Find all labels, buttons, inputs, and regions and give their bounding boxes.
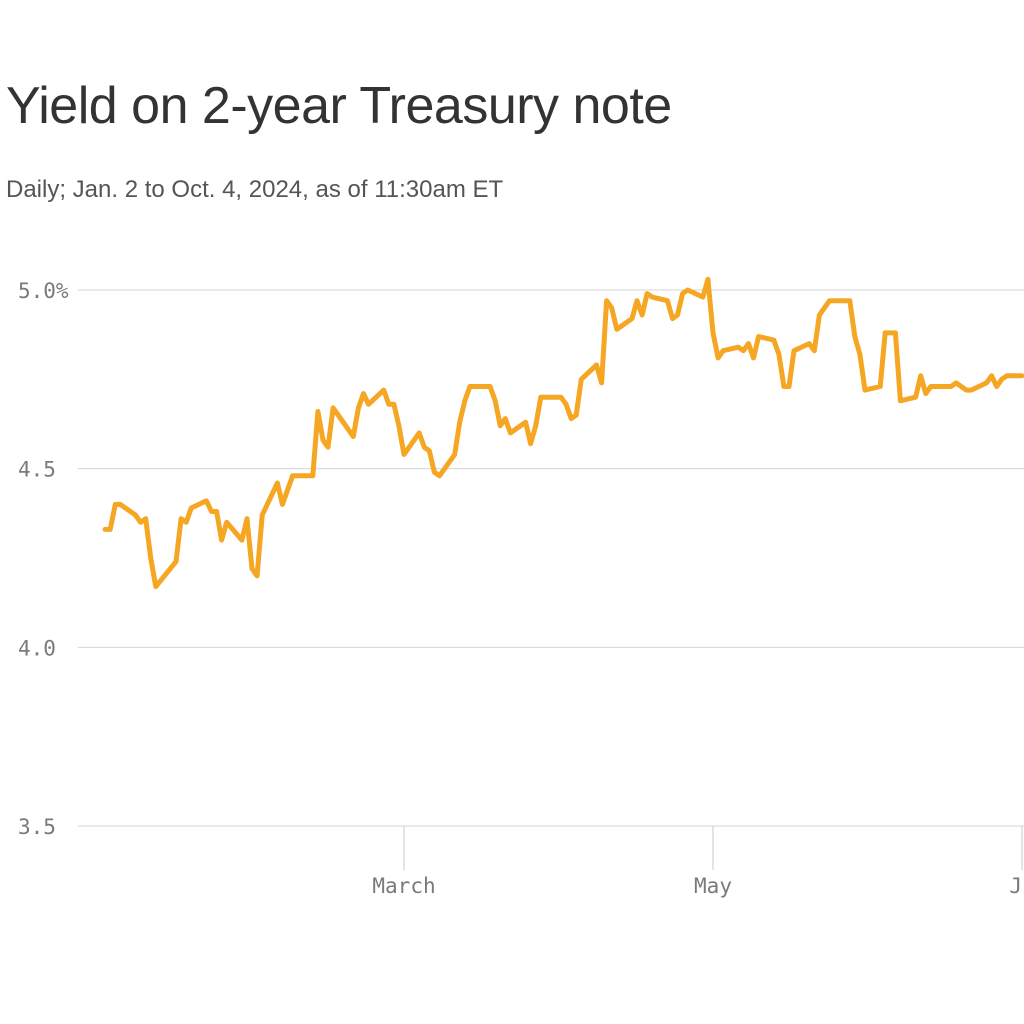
y-tick-label: 3.5 [18, 815, 56, 839]
y-axis-labels: 5.0% 4.5 4.0 3.5 [18, 279, 69, 839]
series-layer [102, 276, 1024, 590]
series-line [102, 276, 1024, 590]
chart-subtitle: Daily; Jan. 2 to Oct. 4, 2024, as of 11:… [6, 176, 504, 203]
grid-lines [78, 289, 1024, 827]
x-tick-label: Ju [1009, 874, 1024, 898]
y-tick-label: 5.0% [18, 279, 69, 303]
x-tick-label: March [372, 874, 435, 898]
chart-title: Yield on 2-year Treasury note [6, 77, 672, 135]
x-tick-label: May [694, 874, 732, 898]
y-tick-label: 4.5 [18, 458, 56, 482]
x-axis: March May Ju [372, 826, 1024, 898]
y-tick-label: 4.0 [18, 636, 56, 660]
